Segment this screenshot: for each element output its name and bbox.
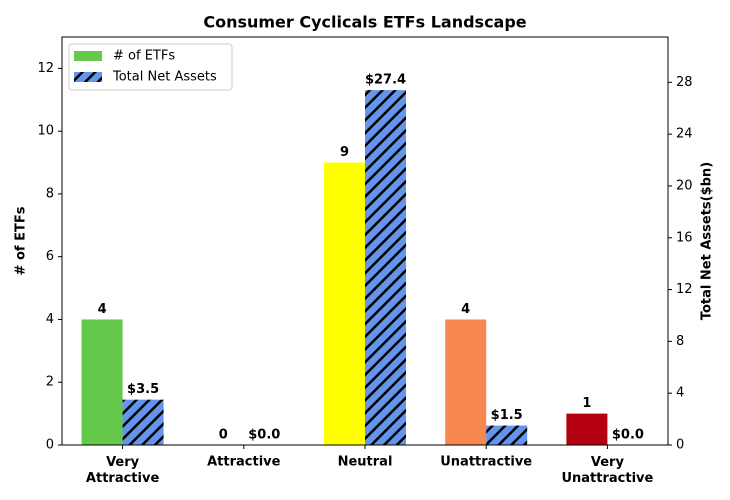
- y2-tick-label: 16: [676, 230, 693, 245]
- value-label: 4: [98, 302, 107, 317]
- bar: [122, 399, 164, 445]
- y-tick-label: 6: [46, 249, 54, 264]
- chart-title: Consumer Cyclicals ETFs Landscape: [203, 13, 526, 32]
- y-tick-label: 4: [46, 312, 54, 327]
- value-label: $0.0: [612, 428, 644, 443]
- y2-tick-label: 0: [676, 438, 684, 453]
- value-label: 9: [340, 145, 349, 160]
- legend-label: # of ETFs: [113, 49, 175, 64]
- x-tick-label: Neutral: [338, 455, 393, 470]
- bar: [81, 319, 123, 445]
- value-label: $3.5: [127, 382, 159, 397]
- y2-tick-label: 12: [676, 282, 693, 297]
- y-tick-label: 12: [37, 61, 54, 76]
- y2-tick-label: 4: [676, 386, 684, 401]
- y2-tick-label: 8: [676, 334, 684, 349]
- x-tick-label: Unattractive: [440, 455, 532, 470]
- value-label: 1: [582, 396, 591, 411]
- y2-tick-label: 24: [676, 127, 693, 142]
- value-label: $0.0: [248, 428, 280, 443]
- bar: [566, 413, 608, 445]
- value-label: 0: [219, 428, 228, 443]
- y-tick-label: 10: [37, 124, 54, 139]
- legend-swatch: [74, 51, 102, 61]
- bar: [324, 162, 365, 446]
- x-tick-label: Very Attractive: [86, 455, 160, 486]
- legend-box: [68, 43, 233, 91]
- x-tick-label: Attractive: [207, 455, 281, 470]
- value-label: 4: [461, 302, 470, 317]
- y-tick-label: 8: [46, 186, 54, 201]
- value-label: $1.5: [491, 408, 523, 423]
- y2-tick-label: 20: [676, 178, 693, 193]
- y2-axis-label: Total Net Assets($bn): [700, 162, 715, 320]
- y-tick-label: 0: [46, 438, 54, 453]
- bar: [486, 425, 528, 445]
- y-tick-label: 2: [46, 375, 54, 390]
- plot-frame: [61, 36, 669, 446]
- y-axis-label: # of ETFs: [14, 206, 29, 275]
- x-tick-label: Very Unattractive: [561, 455, 653, 486]
- bar: [365, 90, 406, 445]
- y2-tick-label: 28: [676, 75, 693, 90]
- value-label: $27.4: [365, 73, 406, 88]
- bar: [445, 319, 487, 445]
- legend-label: Total Net Assets: [112, 70, 217, 85]
- legend-swatch: [74, 72, 102, 82]
